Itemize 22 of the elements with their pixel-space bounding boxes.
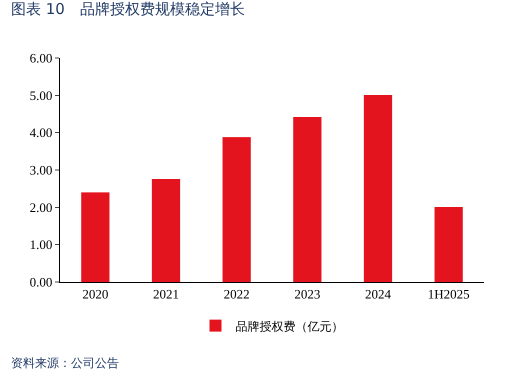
bar	[364, 94, 392, 282]
bar	[152, 178, 180, 282]
x-tick-label: 2023	[294, 286, 320, 302]
text: 资料来源：公司公告	[11, 356, 119, 370]
x-tick-label: 2020	[82, 286, 108, 302]
y-tick-label: 1.00	[30, 237, 52, 252]
bar	[222, 137, 251, 282]
x-tick-label: 2024	[365, 286, 392, 302]
x-tick-label: 2022	[224, 286, 250, 302]
legend-label: 品牌授权费（亿元）	[236, 319, 344, 334]
y-tick-label: 5.00	[30, 88, 52, 103]
bar	[434, 206, 463, 282]
x-tick-label: 1H2025	[428, 286, 470, 302]
bar	[293, 116, 322, 282]
y-tick-label: 4.00	[30, 125, 52, 140]
x-tick-label: 2021	[153, 286, 179, 302]
bar	[81, 192, 110, 282]
chart-title: 图表 10 品牌授权费规模稳定增长	[11, 0, 245, 18]
y-tick-label: 6.00	[30, 50, 52, 66]
y-tick-label: 2.00	[30, 200, 52, 215]
y-tick-label: 3.00	[30, 162, 52, 178]
y-tick-label: 0.00	[30, 274, 52, 290]
